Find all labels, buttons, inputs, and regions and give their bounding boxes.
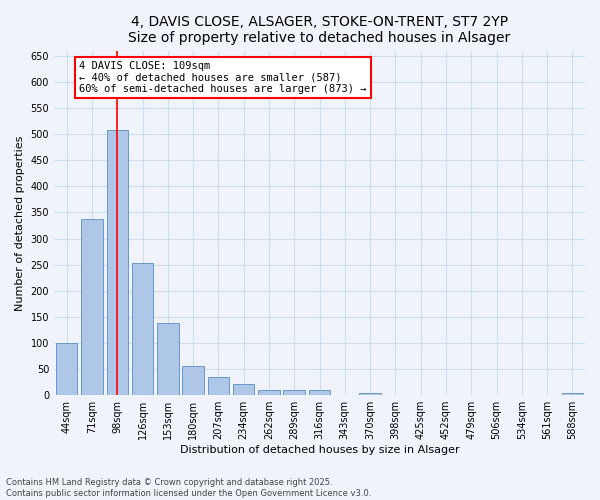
Text: Contains HM Land Registry data © Crown copyright and database right 2025.
Contai: Contains HM Land Registry data © Crown c…: [6, 478, 371, 498]
Bar: [258, 390, 280, 395]
Bar: [107, 130, 128, 395]
Bar: [81, 219, 103, 395]
Y-axis label: Number of detached properties: Number of detached properties: [15, 135, 25, 310]
Bar: [182, 366, 204, 395]
Bar: [132, 262, 153, 395]
X-axis label: Distribution of detached houses by size in Alsager: Distribution of detached houses by size …: [180, 445, 460, 455]
Bar: [283, 390, 305, 395]
Bar: [309, 390, 330, 395]
Bar: [562, 393, 583, 395]
Text: 4 DAVIS CLOSE: 109sqm
← 40% of detached houses are smaller (587)
60% of semi-det: 4 DAVIS CLOSE: 109sqm ← 40% of detached …: [79, 61, 367, 94]
Bar: [359, 392, 381, 395]
Bar: [208, 377, 229, 395]
Bar: [157, 323, 179, 395]
Bar: [233, 384, 254, 395]
Title: 4, DAVIS CLOSE, ALSAGER, STOKE-ON-TRENT, ST7 2YP
Size of property relative to de: 4, DAVIS CLOSE, ALSAGER, STOKE-ON-TRENT,…: [128, 15, 511, 45]
Bar: [56, 343, 77, 395]
